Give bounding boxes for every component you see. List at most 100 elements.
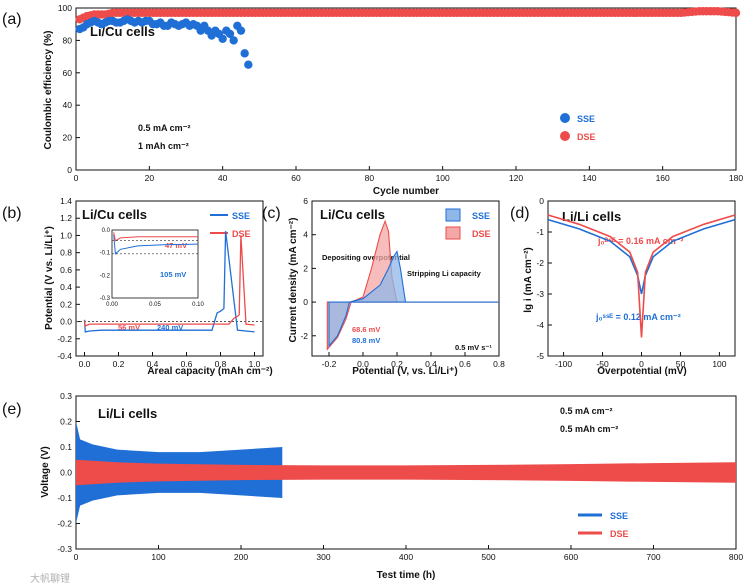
dse-point (731, 8, 741, 18)
panel-e-label: (e) (2, 401, 22, 418)
dse-tafel-curve (547, 214, 736, 338)
panel-a-title: Li/Cu cells (90, 24, 155, 39)
x-tick-label: 120 (509, 173, 523, 183)
y-tick-label: 0.4 (60, 282, 72, 292)
panel-b-ylabel: Potential (V vs. Li/Li⁺) (44, 226, 55, 330)
x-tick-label: 140 (582, 173, 596, 183)
panel-b-label: (b) (2, 205, 22, 222)
y-tick-label: 0.2 (60, 417, 72, 427)
panel-c-label: (c) (262, 205, 281, 222)
x-tick-label: 1.0 (249, 359, 261, 369)
x-tick-label: 0.6 (459, 359, 471, 369)
y-tick-label: -4 (536, 320, 544, 330)
y-tick-label: 6 (303, 196, 308, 206)
x-tick-label: 100 (436, 173, 450, 183)
y-tick-label: 0.0 (60, 317, 72, 327)
y-tick-label: 0 (67, 165, 72, 175)
y-tick-label: 0.8 (60, 248, 72, 258)
inset-annotation-47mv: 47 mV (165, 241, 187, 250)
panel-c-title: Li/Cu cells (320, 207, 385, 222)
y-tick-label: 0 (303, 297, 308, 307)
x-tick-label: 300 (316, 552, 330, 562)
panel-e: (e) Li/Li cells 0.5 mA cm⁻² 0.5 mAh cm⁻²… (2, 391, 743, 581)
panel-c-xlabel: Potential (V, vs. Li/Li⁺) (352, 366, 457, 377)
sse-curve (83, 231, 255, 333)
y-tick-label: 2 (303, 263, 308, 273)
sse-point (229, 36, 238, 45)
y-tick-label: 4 (303, 230, 308, 240)
x-tick-label: 600 (564, 552, 578, 562)
annotation-240mv: 240 mV (157, 323, 183, 332)
legend-marker-dse (560, 131, 570, 141)
sse-tafel-curve (547, 218, 736, 295)
y-tick-label: 100 (58, 3, 72, 13)
x-tick-label: 400 (399, 552, 413, 562)
panel-a-xlabel: Cycle number (373, 186, 439, 197)
legend-label-sse: SSE (472, 211, 490, 221)
panel-d-title: Li/Li cells (562, 209, 621, 224)
x-tick-label: 0 (639, 359, 644, 369)
y-tick-label: 0.0 (60, 468, 72, 478)
x-tick-label: 0.6 (181, 359, 193, 369)
x-tick-label: -100 (555, 359, 572, 369)
legend-swatch-sse (445, 208, 461, 222)
y-tick-label: 0.3 (60, 391, 72, 401)
panel-a-label: (a) (2, 11, 22, 28)
inset-x-tick-label: 0.10 (192, 302, 204, 308)
x-tick-label: 0 (74, 552, 79, 562)
watermark: 大帆聊锂 (30, 572, 70, 585)
x-tick-label: 60 (291, 173, 301, 183)
y-tick-label: -5 (536, 351, 544, 361)
legend-label-sse: SSE (232, 211, 250, 221)
x-tick-label: -0.2 (322, 359, 337, 369)
y-tick-label: -1 (536, 227, 544, 237)
annotation-56mv: 56 mV (118, 323, 140, 332)
sse-point (244, 60, 253, 69)
inset-y-tick-label: -0.2 (100, 273, 111, 279)
x-tick-label: 0.0 (357, 359, 369, 369)
x-tick-label: 0.4 (425, 359, 437, 369)
panel-d-ylabel: lg i (mA cm⁻²) (523, 247, 534, 312)
dse-curve (83, 235, 255, 327)
legend-marker-sse (560, 113, 570, 123)
panel-b-title: Li/Cu cells (82, 207, 147, 222)
legend-label-dse: DSE (610, 529, 629, 539)
legend-swatch-dse (445, 226, 461, 240)
panel-d-xlabel: Overpotential (mV) (597, 366, 686, 377)
legend-label-dse: DSE (232, 229, 251, 239)
panel-e-title: Li/Li cells (98, 406, 157, 421)
x-tick-label: 800 (729, 552, 743, 562)
panel-c-frame (311, 200, 500, 357)
x-tick-label: 50 (676, 359, 686, 369)
inset-x-tick-label: 0.00 (106, 302, 118, 308)
panel-b: (b) Li/Cu cells SSE DSE Areal capacity (… (2, 196, 273, 377)
inset-x-tick-label: 0.05 (149, 302, 161, 308)
panel-a-condition-2: 1 mAh cm⁻² (138, 141, 189, 151)
x-tick-label: 0.2 (391, 359, 403, 369)
inset-annotation-105mv: 105 mV (160, 270, 186, 279)
panel-d-label: (d) (510, 205, 530, 222)
y-tick-label: -0.3 (57, 544, 72, 554)
x-tick-label: 700 (646, 552, 660, 562)
annotation-stripping: Stripping Li capacity (407, 269, 482, 278)
panel-e-condition-2: 0.5 mAh cm⁻² (560, 424, 618, 434)
x-tick-label: -50 (596, 359, 609, 369)
y-tick-label: 0.2 (60, 299, 72, 309)
y-tick-label: -0.1 (57, 493, 72, 503)
inset-y-tick-label: -0.1 (100, 251, 111, 257)
annotation-j0-sse: j₀ˢˢᴱ = 0.12 mA cm⁻² (595, 312, 681, 322)
y-tick-label: 0.1 (60, 442, 72, 452)
inset-sse-curve (113, 234, 199, 255)
legend-label-dse: DSE (577, 132, 596, 142)
y-tick-label: -0.2 (57, 519, 72, 529)
panel-c: (c) Li/Cu cells SSE DSE Depositing overp… (262, 196, 505, 377)
x-tick-label: 20 (145, 173, 155, 183)
x-tick-label: 100 (712, 359, 726, 369)
x-tick-label: 80 (365, 173, 375, 183)
x-tick-label: 100 (151, 552, 165, 562)
legend-label-sse: SSE (610, 511, 628, 521)
y-tick-label: 0.6 (60, 265, 72, 275)
sse-point (218, 34, 227, 43)
y-tick-label: 20 (63, 133, 73, 143)
